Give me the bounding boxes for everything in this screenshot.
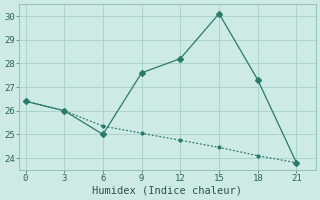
X-axis label: Humidex (Indice chaleur): Humidex (Indice chaleur)	[92, 186, 243, 196]
